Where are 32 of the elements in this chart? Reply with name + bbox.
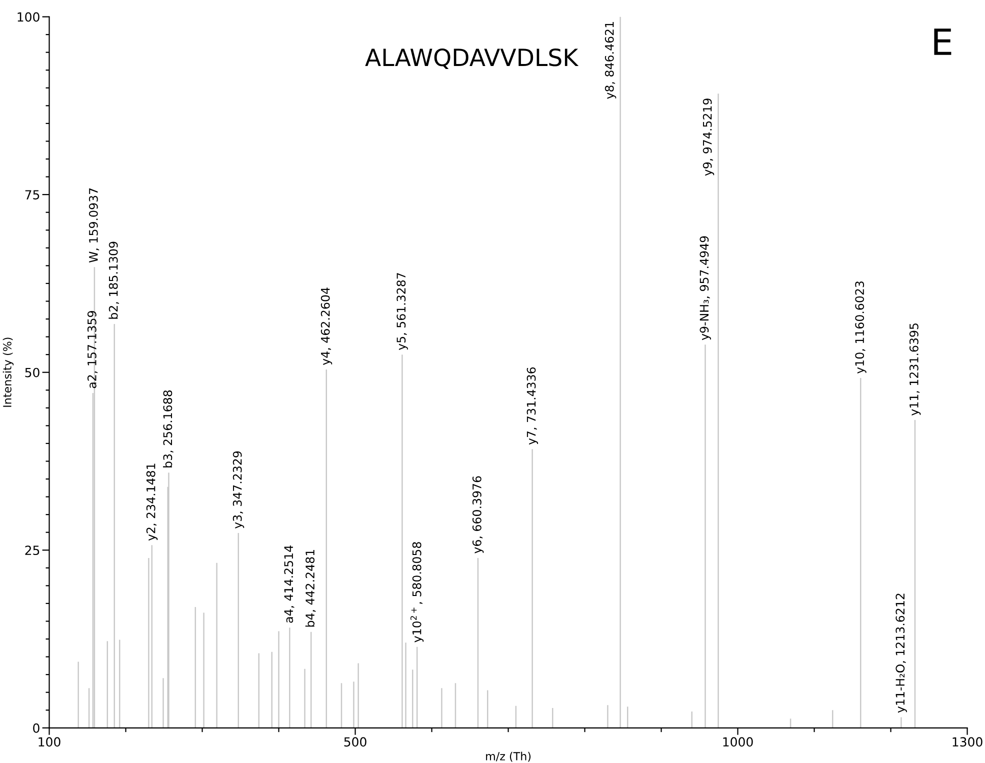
x-tick-label: 100 (38, 737, 60, 747)
annotation: y8, 846.4621 (604, 22, 616, 99)
annotation: y9, 974.5219 (702, 98, 714, 176)
annotation: y6, 660.3976 (472, 476, 484, 554)
annotation: b3, 256.1688 (163, 390, 174, 468)
y-tick-label: 50 (25, 368, 40, 378)
annotation: y9-NH₃, 957.4949 (700, 236, 711, 340)
annotation: y7, 731.4336 (526, 367, 538, 445)
annotation: y3, 347.2329 (232, 451, 244, 529)
x-tick-label: 1000 (723, 737, 753, 747)
annotation: y10$^{2+}$, 580.8058 (410, 542, 424, 642)
annotation: y10, 1160.6023 (855, 281, 866, 374)
annotation: W, 159.0937 (88, 188, 100, 263)
annotation: a4, 414.2514 (284, 546, 294, 623)
annotation: y11, 1231.6395 (909, 324, 921, 416)
y-tick-label: 0 (33, 723, 40, 733)
annotation: y11-H₂O, 1213.6212 (896, 594, 907, 713)
text: ALAWQDAVVDLSK (365, 48, 579, 70)
annotation: b4, 442.2481 (305, 550, 316, 627)
x-tick-label: 500 (344, 737, 366, 747)
y-tick-label: 100 (18, 12, 40, 22)
x-axis-title: m/z (Th) (486, 752, 531, 762)
annotation: a2, 157.1359 (87, 311, 98, 388)
annotation: b2, 185.1309 (108, 242, 120, 319)
y-tick-label: 25 (25, 546, 40, 556)
annotation: y4, 462.2604 (320, 288, 332, 365)
y-axis-title: Intensity (%) (2, 338, 14, 407)
y-tick-label: 75 (25, 190, 40, 200)
annotation: E (934, 28, 952, 55)
annotation: y5, 561.3287 (396, 273, 408, 350)
annotation: y2, 234.1481 (146, 464, 158, 541)
x-tick-label: 1300 (952, 737, 982, 747)
